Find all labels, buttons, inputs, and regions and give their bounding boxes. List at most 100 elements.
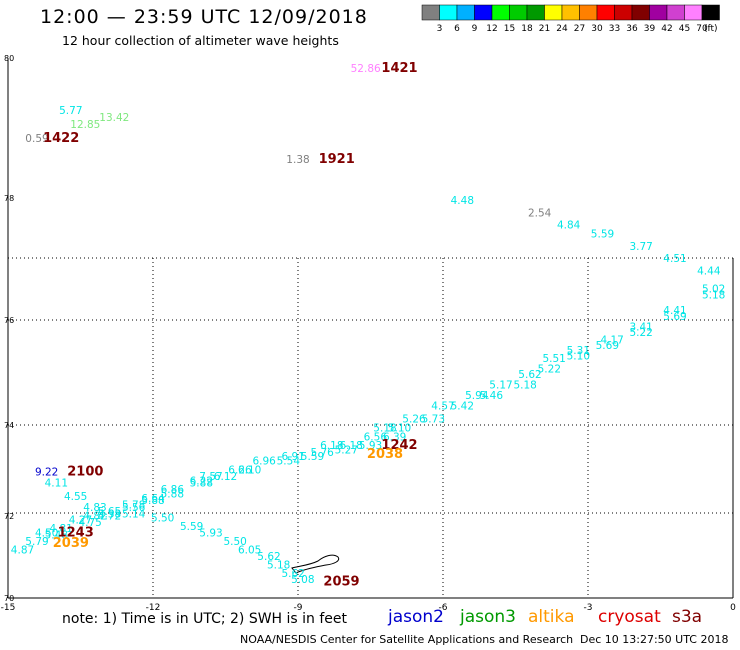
colorbar-swatch — [579, 4, 598, 21]
wave-height-label: 0.59 — [25, 133, 48, 145]
wave-height-label: 5.10 — [388, 423, 411, 435]
y-tick-label: 76 — [4, 316, 14, 325]
wave-height-label: 4.44 — [697, 265, 721, 277]
axis-ticks: -15 -12 -9 -6 -3 0 70 72 74 76 78 80 — [1, 54, 736, 613]
time-label: 1422 — [43, 131, 79, 146]
colorbar-tick-label: 33 — [609, 24, 620, 34]
colorbar-tick-label: 70 — [696, 24, 708, 34]
wave-height-label: 4.72 — [98, 510, 121, 522]
colorbar-tick-label: 21 — [539, 24, 550, 34]
wave-height-label: 5.79 — [25, 536, 48, 548]
y-tick-label: 70 — [4, 594, 14, 603]
wave-height-label: 1.38 — [286, 154, 309, 166]
wave-height-label: 13.42 — [99, 112, 129, 124]
wave-height-label: 5.10 — [567, 350, 590, 362]
wave-height-label: 6.64 — [141, 493, 165, 505]
wave-height-label: 6.22 — [190, 475, 213, 487]
colorbar-swatch — [439, 4, 458, 21]
y-tick-label: 80 — [4, 54, 14, 63]
colorbar-tick-label: 30 — [591, 24, 603, 34]
footer-timestamp: Dec 10 13:27:50 UTC 2018 — [580, 633, 729, 646]
x-tick-label: -3 — [584, 603, 593, 613]
colorbar-tick-label: 42 — [661, 24, 672, 34]
colorbar-swatch — [561, 4, 580, 21]
wave-height-label: 5.50 — [151, 513, 174, 525]
wave-height-label: 4.82 — [83, 510, 106, 522]
wave-height-label: 4.17 — [600, 335, 623, 347]
wave-height-label: 5.69 — [596, 340, 619, 352]
wave-height-label: 6.56 — [364, 431, 388, 443]
time-label: 1243 — [58, 525, 94, 540]
wave-height-label: 5.50 — [223, 536, 246, 548]
wave-height-label: 4.48 — [451, 195, 474, 207]
time-label: 1242 — [381, 438, 417, 453]
wave-height-label: 5.77 — [59, 105, 82, 117]
wave-height-label: 5.18 — [513, 379, 536, 391]
wave-height-label: 5.62 — [257, 551, 280, 563]
colorbar-swatch — [491, 4, 510, 21]
wave-height-label: 6.10 — [238, 464, 261, 476]
wave-height-label: 4.41 — [663, 305, 686, 317]
colorbar-swatch — [649, 4, 668, 21]
colorbar-swatch — [509, 4, 528, 21]
island-outline — [291, 554, 340, 574]
wave-height-label: 4.57 — [431, 400, 454, 412]
wave-height-label: 4.81 — [49, 523, 72, 535]
time-label: 1421 — [381, 61, 417, 76]
footer-credit: NOAA/NESDIS Center for Satellite Applica… — [240, 633, 574, 646]
wave-height-label: 5.78 — [122, 500, 145, 512]
wave-height-label: 12.85 — [70, 119, 100, 131]
colorbar-tick-label: 3 — [437, 24, 443, 34]
wave-height-label: 6.12 — [214, 471, 237, 483]
time-label: 2100 — [67, 465, 103, 480]
colorbar-swatch — [456, 4, 475, 21]
wave-height-label: 5.26 — [402, 413, 426, 425]
mission-label-jason3: jason3 — [460, 607, 516, 627]
y-tick-label: 72 — [4, 512, 14, 521]
wave-height-label: 7.57 — [199, 471, 222, 483]
wave-height-label: 5.69 — [663, 311, 686, 323]
colorbar-swatch — [526, 4, 545, 21]
colorbar-swatch — [684, 4, 703, 21]
wave-height-label: 5.59 — [301, 451, 324, 463]
wave-height-label: 5.46 — [480, 390, 504, 402]
colorbar-tick-label: 36 — [626, 24, 638, 34]
colorbar-tick-label: 18 — [521, 24, 533, 34]
chart-subtitle: 12 hour collection of altimeter wave hei… — [62, 33, 339, 48]
wave-height-label: 3.77 — [629, 241, 652, 253]
wave-height-label: 5.18 — [702, 290, 725, 302]
mission-label-jason2: jason2 — [388, 607, 444, 627]
wave-height-label: 2.54 — [528, 207, 552, 219]
wave-height-label: 5.22 — [538, 364, 561, 376]
time-label: 2038 — [367, 447, 403, 462]
colorbar-swatch — [421, 4, 440, 21]
wave-height-label: 5.42 — [451, 400, 474, 412]
wave-height-label: 4.50 — [35, 527, 58, 539]
wave-height-label: 9.22 — [35, 467, 58, 479]
time-label: 2039 — [53, 536, 89, 551]
wave-height-label: 5.51 — [542, 353, 565, 365]
wave-height-label: 6.26 — [228, 464, 252, 476]
colorbar-swatch — [474, 4, 493, 21]
mission-label-altika: altika — [528, 607, 575, 627]
wave-height-label: 5.65 — [98, 506, 121, 518]
wave-height-label: 5.59 — [591, 229, 614, 241]
wave-height-label: 5.18 — [373, 423, 396, 435]
wave-height-label: 5.76 — [310, 447, 334, 459]
wave-height-label: 4.87 — [11, 544, 34, 556]
x-tick-label: -12 — [146, 603, 161, 613]
wave-height-label: 5.22 — [629, 327, 652, 339]
wave-height-label: 3.41 — [629, 322, 652, 334]
color-legend: 3 6 9 12 15 18 21 24 27 30 33 36 39 42 45 70(ft) — [421, 4, 720, 34]
colorbar-tick-label: 27 — [574, 24, 585, 34]
x-tick-label: -6 — [439, 603, 448, 613]
wave-height-label: 6.39 — [383, 431, 406, 443]
wave-height-label: 4.83 — [83, 502, 106, 514]
wave-height-label: 4.84 — [557, 220, 581, 232]
wave-height-label: 5.73 — [422, 413, 445, 425]
wave-height-label: 5.62 — [518, 369, 541, 381]
colorbar-tick-label: 15 — [504, 24, 515, 34]
